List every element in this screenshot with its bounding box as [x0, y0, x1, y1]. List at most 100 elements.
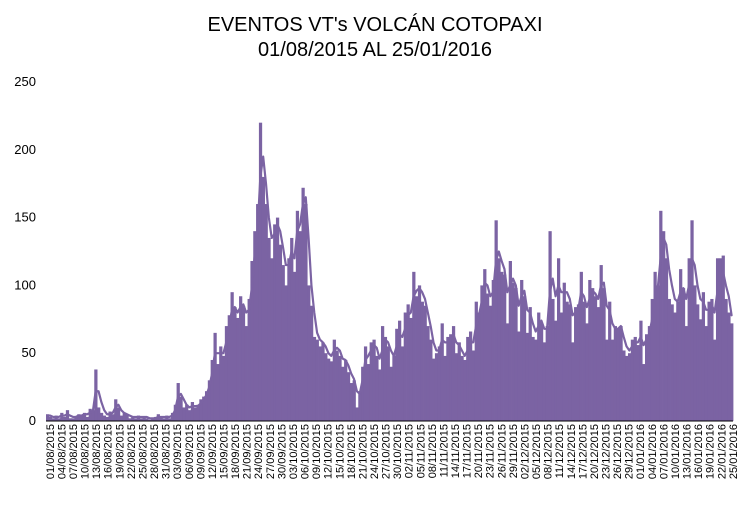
bar — [724, 298, 728, 421]
bar — [278, 244, 283, 421]
bar — [542, 342, 547, 421]
bar — [539, 323, 544, 421]
x-tick-label: 22/01/2016 — [716, 424, 728, 479]
bar — [116, 407, 121, 421]
bar — [131, 416, 135, 421]
bar — [256, 204, 260, 421]
bar — [565, 301, 569, 421]
x-tick-label: 27/10/2015 — [381, 424, 393, 479]
bar — [443, 355, 447, 421]
bar — [701, 292, 706, 421]
bar — [307, 285, 311, 421]
bar — [264, 204, 268, 421]
x-tick-label: 13/08/2015 — [91, 424, 103, 479]
bar — [358, 391, 362, 421]
bar — [389, 366, 393, 421]
bar — [349, 383, 353, 421]
bar — [653, 271, 657, 421]
bar — [91, 410, 95, 421]
x-tick-label: 01/01/2016 — [635, 424, 647, 479]
bar — [718, 258, 723, 421]
bar — [335, 350, 339, 421]
bar — [520, 279, 524, 421]
bar — [630, 339, 635, 421]
bar — [721, 255, 725, 421]
bar — [332, 339, 336, 421]
bar — [596, 307, 600, 421]
bar — [298, 231, 302, 421]
x-tick-label: 11/12/2015 — [554, 424, 566, 478]
bar — [119, 415, 124, 421]
x-tick-label: 30/09/2015 — [276, 424, 288, 479]
x-tick-label: 07/01/2016 — [658, 424, 670, 479]
bar — [415, 296, 419, 421]
bar — [338, 355, 342, 421]
bar — [327, 358, 331, 421]
bar — [687, 258, 691, 421]
chart-subtitle: 01/08/2015 AL 25/01/2016 — [258, 39, 492, 61]
x-tick-label: 13/01/2016 — [682, 424, 694, 479]
bar — [420, 301, 424, 421]
bar — [511, 282, 515, 421]
bar — [46, 414, 50, 421]
bar — [715, 258, 720, 421]
x-tick-label: 02/11/2015 — [404, 424, 416, 478]
bar — [151, 418, 155, 421]
bar — [440, 323, 444, 421]
y-tick-label: 200 — [14, 142, 36, 157]
x-tick-label: 18/10/2015 — [346, 424, 358, 479]
bar — [77, 414, 81, 421]
bar — [585, 323, 589, 421]
bar — [681, 288, 686, 421]
x-tick-label: 21/10/2015 — [357, 424, 369, 479]
bar — [667, 298, 671, 421]
bar — [679, 269, 683, 421]
bar — [355, 407, 359, 421]
bar — [244, 326, 248, 421]
x-tick-label: 16/08/2015 — [103, 424, 115, 479]
x-tick-label: 29/12/2015 — [624, 424, 636, 479]
y-tick-label: 100 — [14, 277, 36, 292]
bar — [125, 414, 129, 421]
x-tick-label: 17/11/2015 — [462, 424, 474, 478]
bar — [497, 258, 501, 421]
bar — [704, 326, 708, 421]
bar — [162, 418, 166, 421]
bar — [204, 391, 209, 421]
x-tick-label: 20/11/2015 — [473, 424, 485, 478]
bar — [593, 296, 598, 421]
bar — [417, 285, 422, 421]
bar — [548, 231, 552, 421]
bar — [210, 359, 214, 421]
bar — [463, 359, 467, 421]
bar — [227, 315, 231, 421]
x-tick-label: 25/08/2015 — [137, 424, 149, 479]
bar — [80, 415, 84, 421]
bar — [602, 288, 606, 421]
bar — [361, 366, 365, 421]
bar — [213, 332, 217, 421]
bar — [591, 288, 595, 421]
bar — [196, 404, 200, 421]
bar — [233, 307, 237, 421]
bar — [290, 237, 294, 421]
bar — [287, 258, 291, 421]
x-tick-label: 06/10/2015 — [300, 424, 312, 479]
bar — [369, 342, 373, 421]
bar — [514, 288, 518, 421]
bar — [605, 339, 609, 421]
bar — [534, 339, 538, 421]
bar — [253, 231, 257, 421]
bar — [48, 416, 53, 421]
y-tick-label: 50 — [22, 345, 36, 360]
x-tick-label: 30/10/2015 — [392, 424, 404, 479]
bar — [122, 412, 126, 421]
bar — [219, 346, 223, 421]
bar — [85, 416, 89, 421]
bar — [528, 307, 532, 421]
bar — [105, 416, 109, 421]
bar — [491, 279, 495, 421]
bar — [468, 331, 473, 421]
bar — [230, 292, 234, 421]
